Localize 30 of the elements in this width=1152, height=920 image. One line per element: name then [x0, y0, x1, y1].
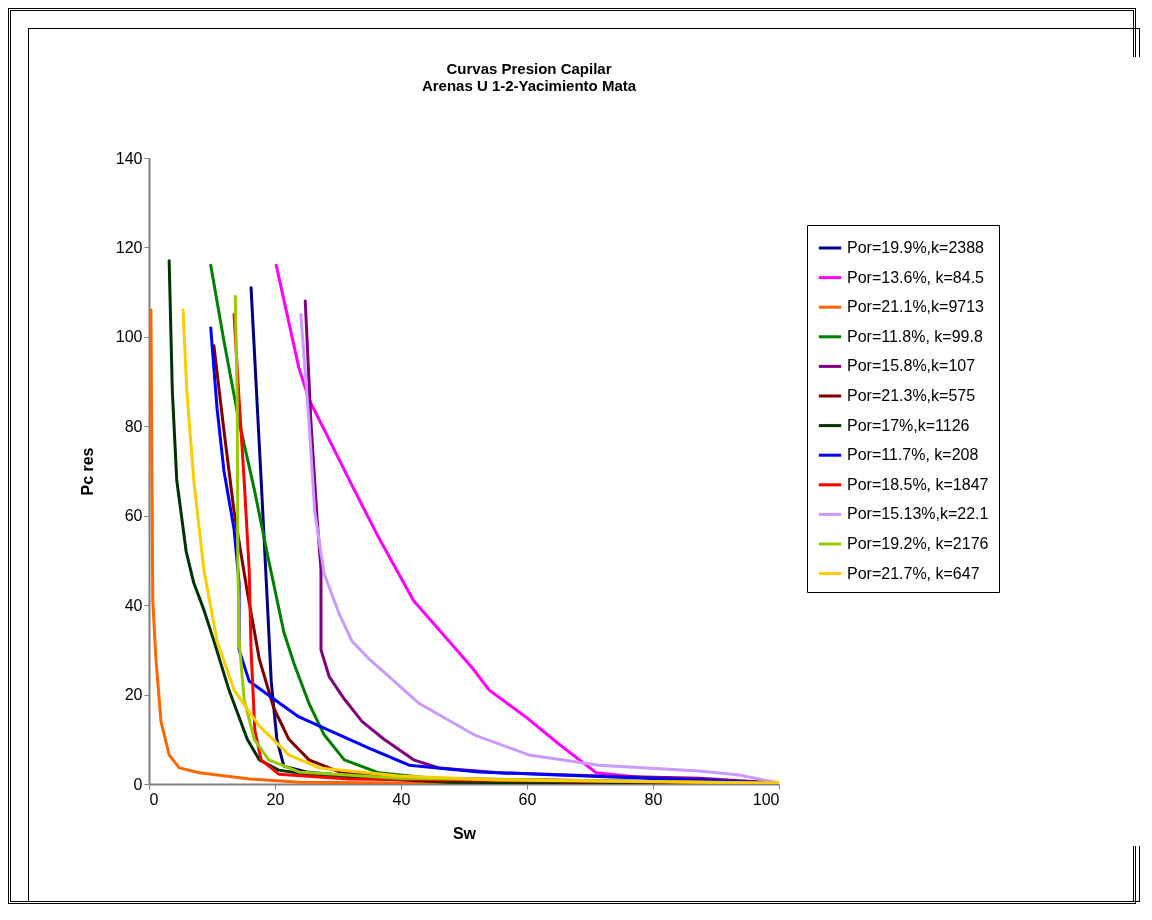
y-tick-label: 80: [124, 417, 143, 435]
x-tick-label: 0: [149, 790, 159, 808]
chart-title: Curvas Presion Capilar: [446, 60, 612, 77]
legend-label: Por=19.9%,k=2388: [847, 239, 985, 256]
x-tick-label: 80: [644, 790, 663, 808]
x-axis-title: Sw: [452, 824, 477, 842]
legend-label: Por=15.8%,k=107: [847, 357, 976, 375]
y-tick-label: 0: [133, 775, 143, 793]
x-tick-label: 60: [518, 790, 537, 808]
x-tick-label: 40: [392, 790, 411, 808]
legend-label: Por=21.1%,k=9713: [847, 298, 985, 316]
x-tick-label: 20: [266, 790, 285, 808]
y-axis-title: Pc res: [78, 447, 96, 496]
legend-label: Por=17%,k=1126: [847, 416, 970, 434]
legend-label: Por=19.2%, k=2176: [847, 535, 989, 552]
y-tick-label: 100: [115, 328, 143, 346]
legend-label: Por=21.3%,k=575: [847, 387, 976, 404]
y-tick-label: 120: [115, 238, 143, 256]
legend-label: Por=11.8%, k=99.8: [847, 327, 983, 345]
y-tick-label: 60: [124, 507, 143, 525]
legend-label: Por=11.7%, k=208: [847, 446, 979, 464]
legend-label: Por=13.6%, k=84.5: [847, 268, 985, 286]
legend-label: Por=21.7%, k=647: [847, 564, 980, 582]
y-tick-label: 140: [115, 149, 143, 167]
chart-subtitle: Arenas U 1-2-Yacimiento Mata: [421, 77, 637, 94]
y-tick-label: 20: [124, 686, 143, 704]
legend-label: Por=15.13%,k=22.1: [847, 505, 989, 523]
y-tick-label: 40: [124, 596, 143, 614]
x-tick-label: 100: [752, 790, 780, 808]
legend-label: Por=18.5%, k=1847: [847, 475, 989, 493]
